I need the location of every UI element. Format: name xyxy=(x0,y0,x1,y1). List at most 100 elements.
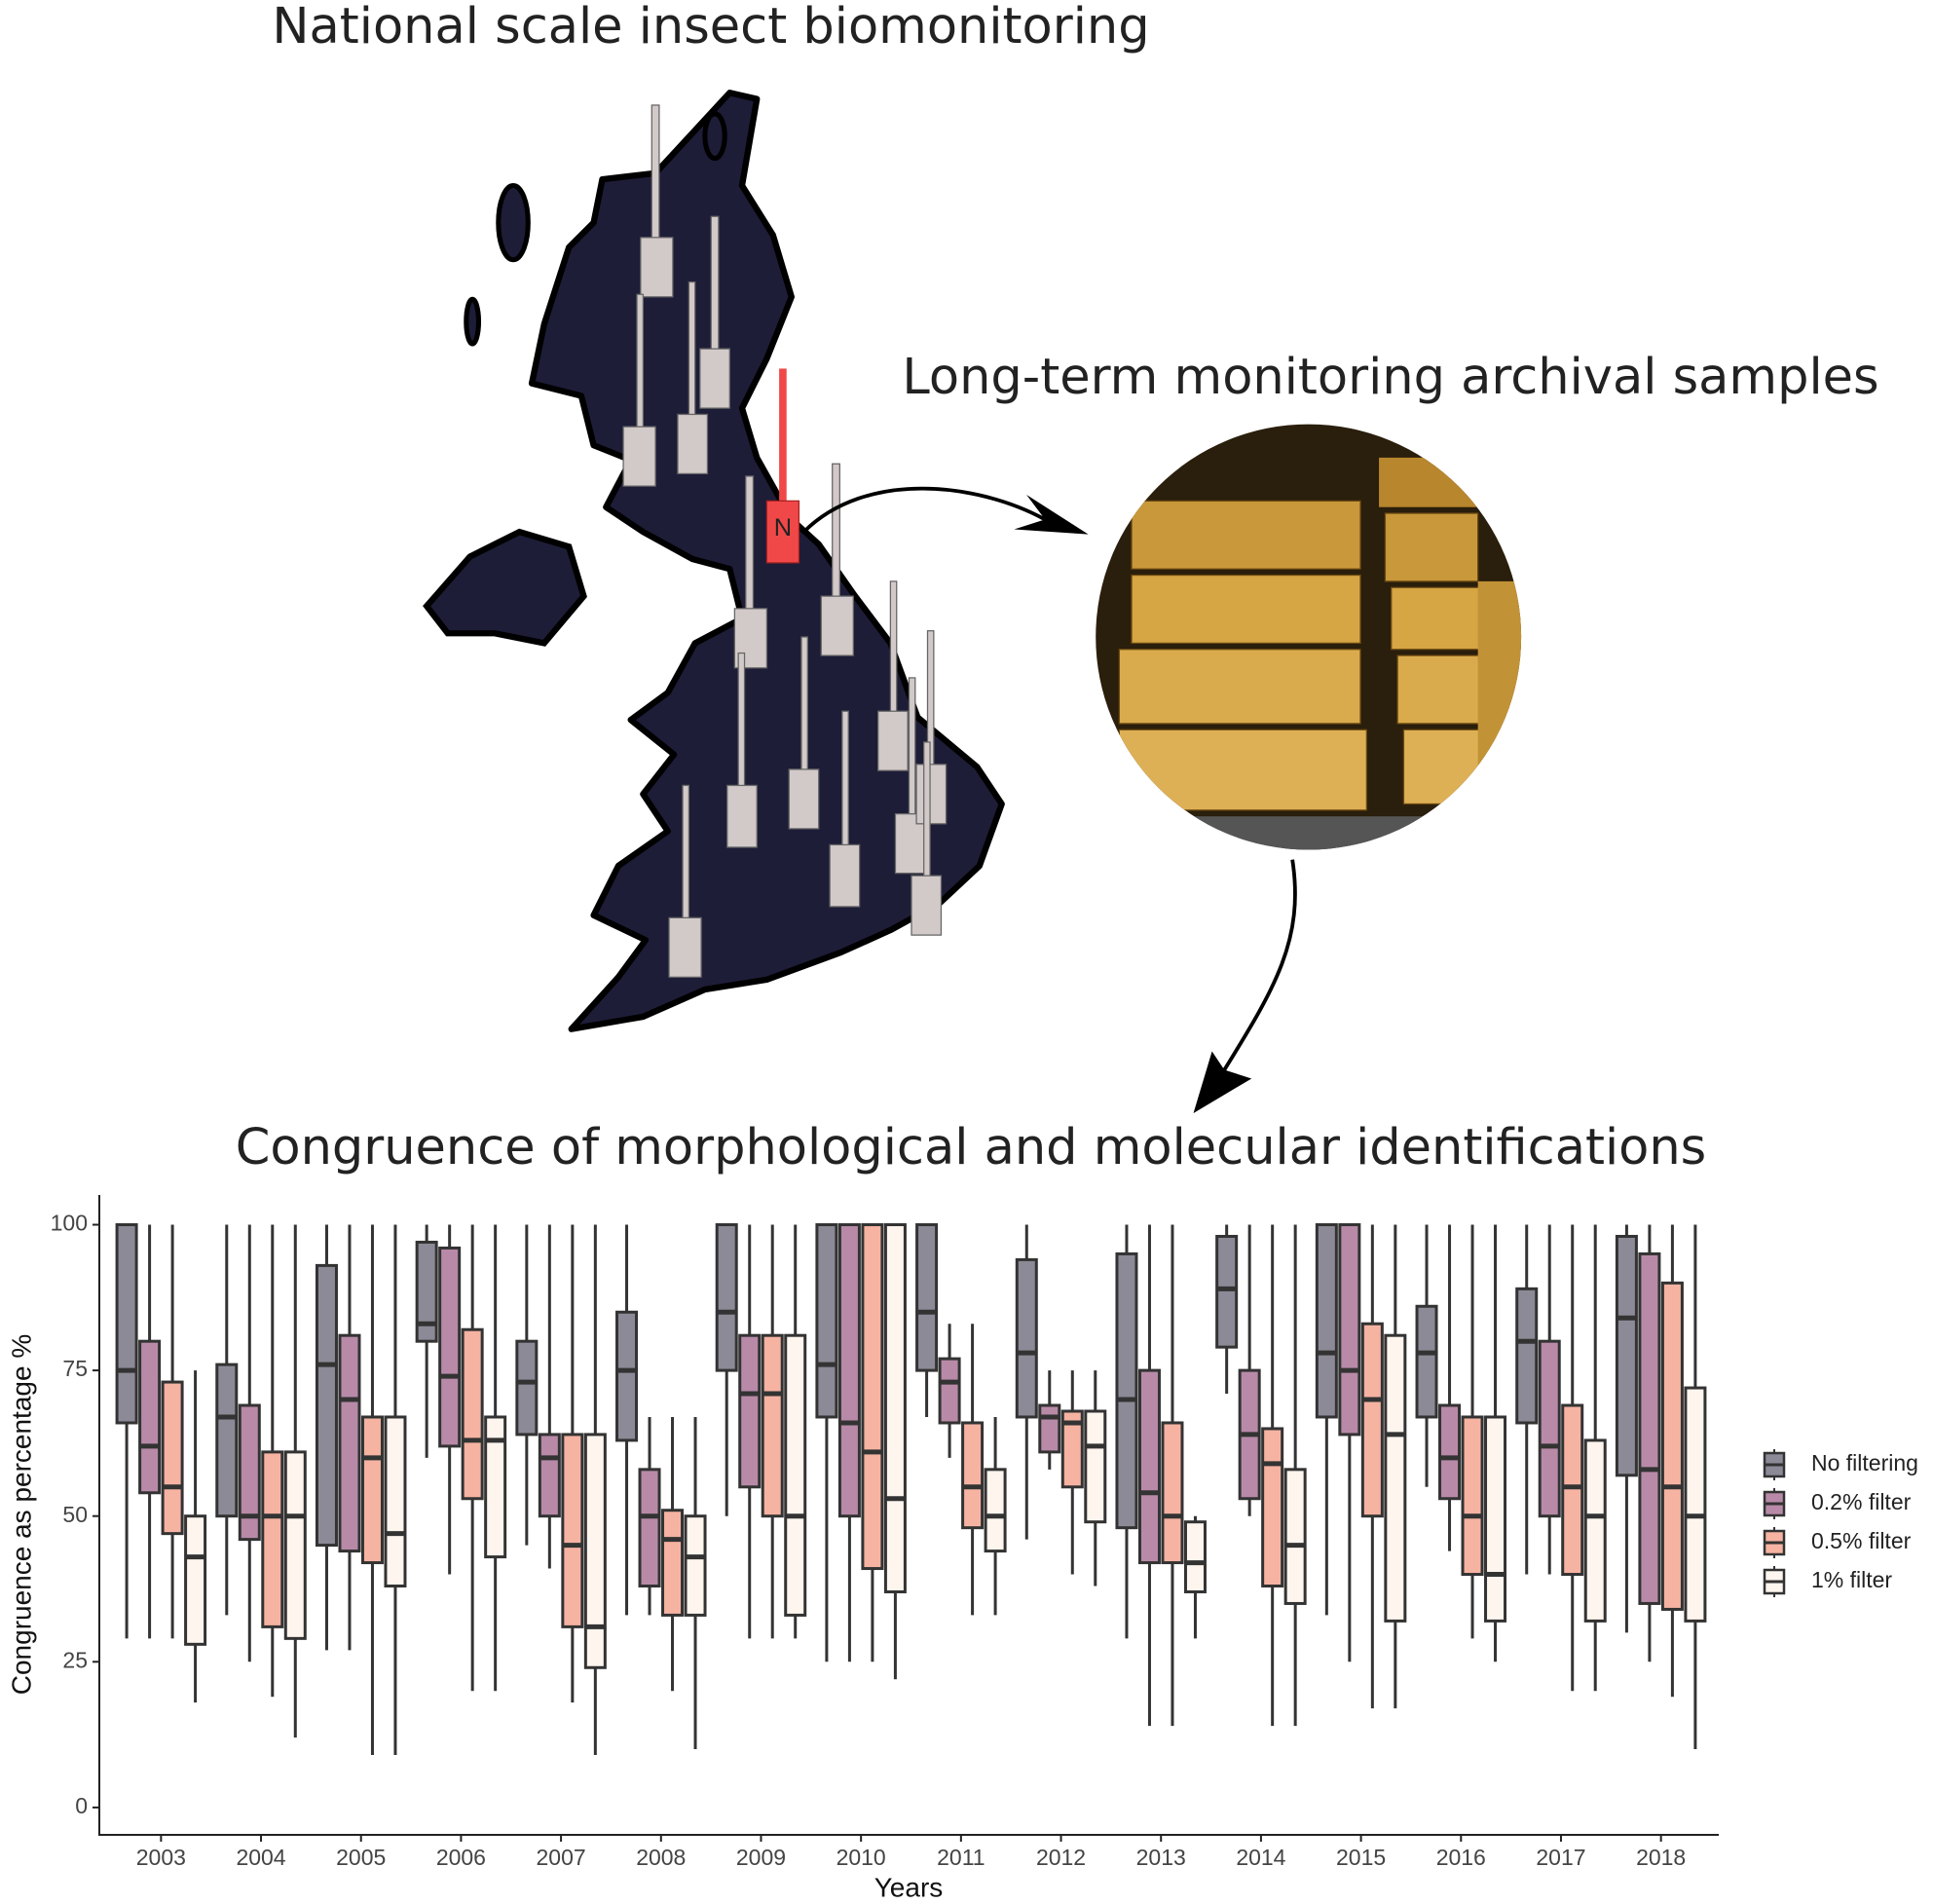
legend-label: 0.2% filter xyxy=(1811,1489,1912,1514)
x-tick-label: 2004 xyxy=(236,1845,285,1870)
box xyxy=(484,1415,507,1559)
archive-title: Long-term monitoring archival samples xyxy=(902,349,1878,406)
legend-label: 1% filter xyxy=(1811,1567,1892,1592)
y-tick-label: 25 xyxy=(62,1647,88,1672)
archive-photo xyxy=(1096,424,1522,850)
x-tick-label: 2005 xyxy=(336,1845,386,1870)
box xyxy=(138,1339,162,1495)
box xyxy=(360,1415,384,1565)
box xyxy=(1684,1386,1707,1623)
box xyxy=(1015,1257,1038,1419)
box xyxy=(638,1468,661,1588)
red-trap-stem xyxy=(779,368,787,505)
chart-title: Congruence of morphological and molecula… xyxy=(236,1119,1706,1176)
island xyxy=(702,111,727,162)
box xyxy=(583,1433,607,1669)
box xyxy=(1360,1322,1384,1518)
island xyxy=(496,182,531,263)
box xyxy=(561,1433,584,1628)
box xyxy=(961,1421,985,1530)
island xyxy=(464,296,482,347)
arrow xyxy=(802,486,1047,534)
box xyxy=(184,1514,207,1646)
box xyxy=(1161,1421,1184,1565)
arrowhead xyxy=(1014,495,1089,535)
illustration: N xyxy=(423,90,1522,1113)
x-tick-label: 2007 xyxy=(537,1845,586,1870)
box xyxy=(1084,1409,1107,1524)
arrow xyxy=(1222,859,1297,1071)
box xyxy=(415,1240,438,1343)
box xyxy=(837,1223,861,1518)
box xyxy=(1261,1427,1284,1587)
x-tick-label: 2003 xyxy=(136,1845,186,1870)
x-tick-label: 2018 xyxy=(1636,1845,1686,1870)
y-axis-title: Congruence as percentage % xyxy=(6,1334,36,1695)
box xyxy=(1384,1333,1407,1623)
box xyxy=(1283,1468,1307,1605)
box xyxy=(1461,1415,1484,1577)
box xyxy=(1583,1438,1607,1623)
box xyxy=(215,1363,239,1518)
box xyxy=(1137,1368,1161,1565)
box xyxy=(1615,1234,1638,1477)
x-tick-label: 2013 xyxy=(1136,1845,1186,1870)
box xyxy=(338,1333,361,1553)
box xyxy=(315,1263,338,1548)
box xyxy=(615,1310,639,1442)
box xyxy=(1515,1287,1539,1425)
x-tick-label: 2015 xyxy=(1336,1845,1386,1870)
ireland-map xyxy=(423,528,587,647)
box xyxy=(1638,1251,1661,1605)
box xyxy=(915,1223,939,1372)
box xyxy=(815,1223,838,1419)
box xyxy=(261,1450,284,1628)
box xyxy=(1438,1403,1462,1501)
trap-icons xyxy=(622,104,948,978)
y-tick-label: 0 xyxy=(75,1793,88,1818)
box xyxy=(1315,1223,1338,1419)
figure-title: National scale insect biomonitoring xyxy=(272,0,1149,56)
box xyxy=(438,1246,462,1448)
legend-label: 0.5% filter xyxy=(1811,1528,1912,1553)
box xyxy=(161,1380,184,1536)
box xyxy=(883,1223,907,1593)
x-tick-label: 2006 xyxy=(436,1845,486,1870)
arrowhead xyxy=(1193,1051,1252,1113)
x-axis-title: Years xyxy=(874,1872,944,1902)
box xyxy=(1484,1415,1507,1623)
red-trap xyxy=(765,500,800,564)
box xyxy=(938,1357,961,1425)
box xyxy=(1215,1234,1239,1349)
x-tick-label: 2010 xyxy=(836,1845,886,1870)
x-tick-label: 2017 xyxy=(1536,1845,1585,1870)
map-label: N xyxy=(774,514,792,541)
legend-label: No filtering xyxy=(1811,1450,1918,1475)
box xyxy=(538,1433,561,1518)
box xyxy=(384,1415,407,1588)
box xyxy=(1338,1223,1361,1437)
box xyxy=(283,1450,307,1640)
y-tick-label: 100 xyxy=(51,1211,88,1236)
x-tick-label: 2014 xyxy=(1236,1845,1285,1870)
box xyxy=(984,1468,1007,1553)
box xyxy=(784,1333,807,1617)
box xyxy=(715,1223,738,1372)
box xyxy=(738,1333,762,1489)
box xyxy=(661,1509,685,1617)
box xyxy=(1538,1339,1561,1518)
x-tick-label: 2008 xyxy=(636,1845,686,1870)
box xyxy=(1115,1251,1138,1530)
box xyxy=(1060,1409,1084,1489)
box xyxy=(515,1339,539,1437)
box xyxy=(1183,1520,1207,1593)
x-tick-label: 2009 xyxy=(736,1845,786,1870)
box xyxy=(115,1223,138,1425)
box xyxy=(461,1327,484,1501)
y-tick-label: 50 xyxy=(62,1502,88,1527)
x-tick-label: 2012 xyxy=(1036,1845,1086,1870)
box xyxy=(861,1223,884,1571)
x-tick-label: 2011 xyxy=(937,1845,985,1870)
box xyxy=(1038,1403,1061,1454)
